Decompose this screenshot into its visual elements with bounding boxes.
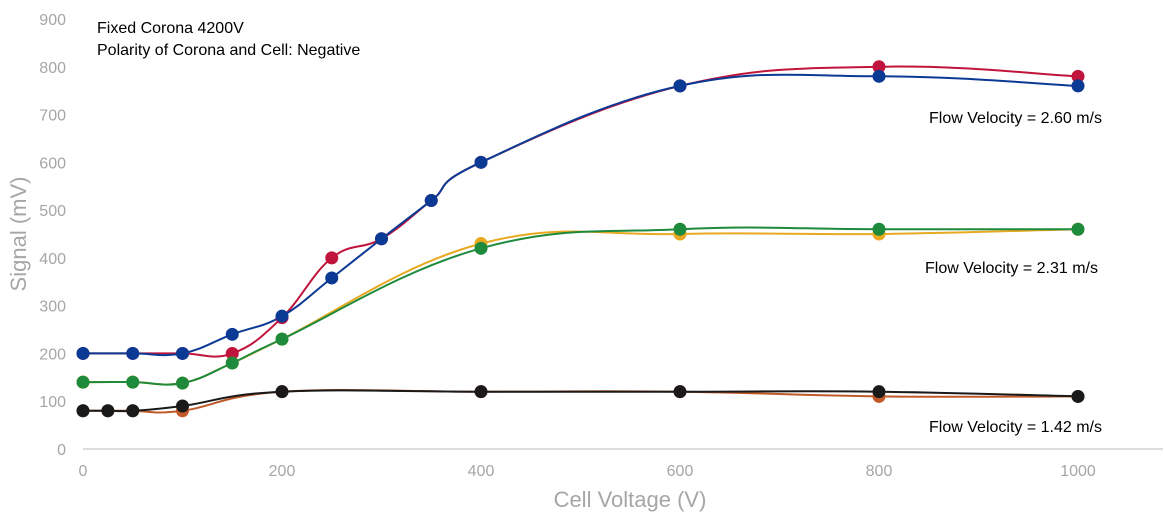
series-0-point-10 [872, 60, 886, 74]
series-0-point-3 [225, 346, 239, 360]
y-tick-label: 900 [39, 12, 66, 29]
series-5-point-6 [673, 385, 687, 399]
x-tick-label: 400 [468, 463, 495, 480]
series-1-point-0 [76, 346, 90, 360]
series-3-point-7 [872, 222, 886, 236]
series-5-point-4 [275, 385, 289, 399]
y-tick-label: 300 [39, 299, 66, 316]
y-tick-label: 600 [39, 155, 66, 172]
series-1-point-1 [126, 346, 140, 360]
y-tick-label: 500 [39, 203, 66, 220]
x-tick-labels: 0 200 400 600 800 1000 [79, 463, 1096, 480]
series-1-point-10 [872, 69, 886, 83]
series-3-point-3 [225, 356, 239, 370]
velocity-label-2-60: Flow Velocity = 2.60 m/s [929, 110, 1102, 127]
series-3-point-2 [176, 376, 189, 390]
series-3-point-6 [673, 222, 687, 236]
polarity-annotation: Polarity of Corona and Cell: Negative [97, 42, 360, 59]
series-1-point-8 [474, 155, 488, 169]
series-layer [76, 60, 1085, 418]
series-0-point-11 [1071, 69, 1085, 83]
series-1-point-4 [275, 309, 289, 323]
series-5-point-5 [474, 385, 488, 399]
series-5-point-2 [126, 404, 140, 418]
series-1-point-3 [225, 327, 239, 341]
x-axis-title: Cell Voltage (V) [554, 487, 707, 512]
corona-annotation: Fixed Corona 4200V [97, 20, 244, 37]
y-axis-title: Signal (mV) [6, 177, 31, 292]
velocity-label-2-31: Flow Velocity = 2.31 m/s [925, 260, 1098, 277]
y-tick-label: 100 [39, 394, 66, 411]
series-1-point-6 [375, 232, 388, 246]
series-line-5 [83, 389, 1079, 413]
series-3-point-5 [474, 241, 488, 255]
series-5-point-8 [1071, 389, 1085, 403]
x-tick-label: 200 [269, 463, 296, 480]
x-tick-label: 800 [866, 463, 893, 480]
series-1-point-5 [325, 271, 339, 285]
series-5-point-1 [101, 404, 115, 418]
y-tick-label: 200 [39, 346, 66, 363]
series-line-1 [82, 73, 1079, 357]
series-1-point-7 [424, 194, 438, 208]
y-tick-labels: 0 100 200 300 400 500 600 700 800 900 [39, 12, 66, 459]
series-5-point-7 [872, 385, 886, 399]
series-5-point-0 [76, 404, 90, 418]
series-0-point-5 [325, 251, 339, 265]
y-tick-label: 400 [39, 251, 66, 268]
series-5-point-3 [176, 399, 189, 413]
series-3-point-4 [275, 332, 289, 346]
series-3-point-0 [76, 375, 90, 389]
x-tick-label: 600 [667, 463, 694, 480]
y-tick-label: 700 [39, 108, 66, 125]
series-1-point-2 [176, 346, 189, 360]
series-3-point-8 [1071, 222, 1085, 236]
velocity-label-1-42: Flow Velocity = 1.42 m/s [929, 419, 1102, 436]
x-tick-label: 0 [79, 463, 88, 480]
y-tick-label: 0 [57, 442, 66, 459]
series-1-point-11 [1071, 79, 1085, 93]
series-3-point-1 [126, 375, 140, 389]
y-tick-label: 800 [39, 60, 66, 77]
series-1-point-9 [673, 79, 687, 93]
x-tick-label: 1000 [1060, 463, 1096, 480]
